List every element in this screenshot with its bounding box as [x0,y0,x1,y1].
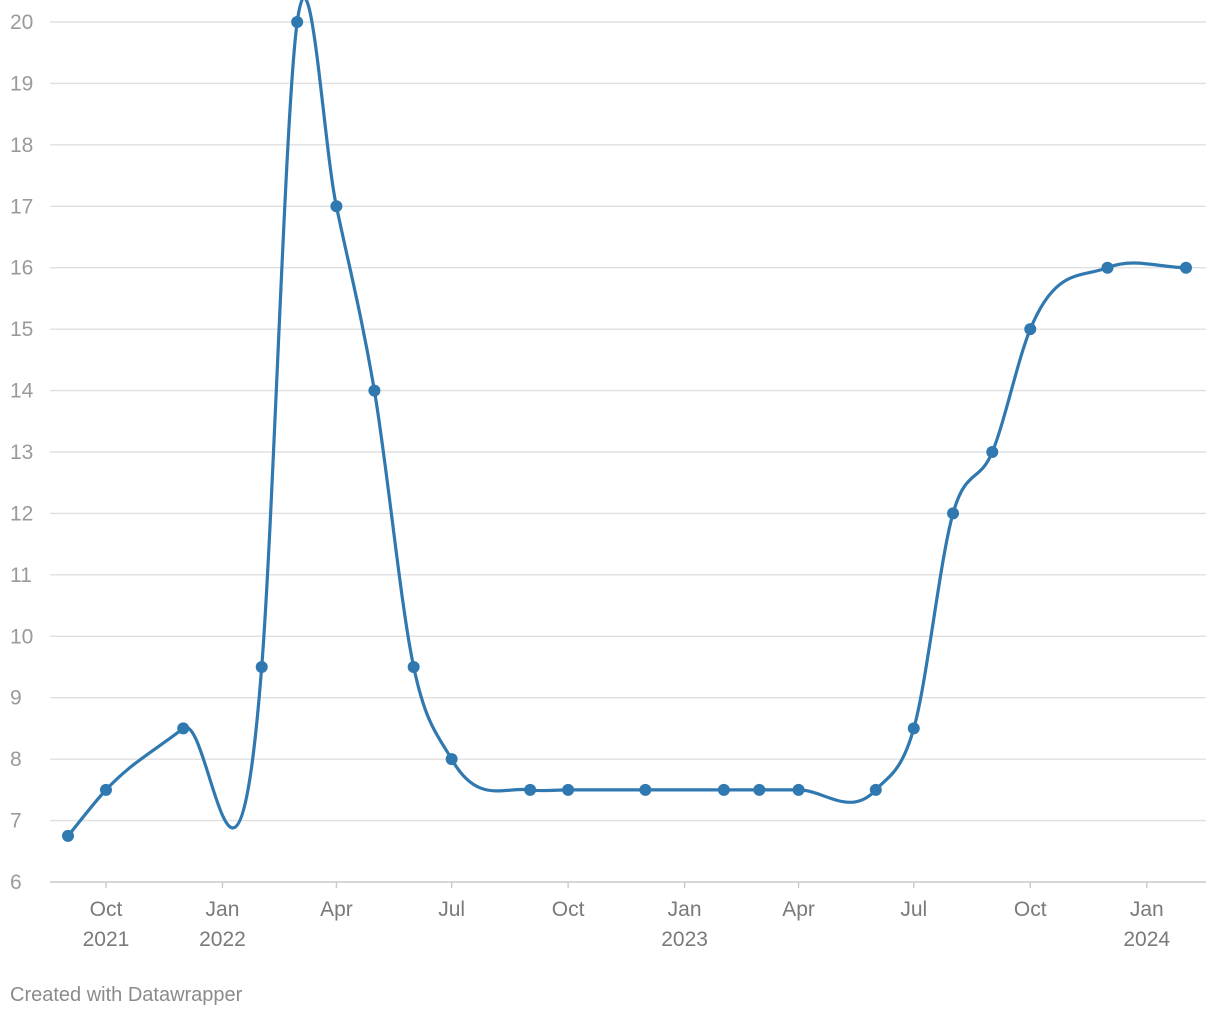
y-tick-label: 17 [10,195,33,218]
x-tick-month: Apr [782,898,815,921]
gridlines [50,21,1206,883]
data-point [717,783,730,796]
data-point [753,783,766,796]
data-point [907,722,920,735]
data-point [947,507,960,520]
y-axis-ticks: 6 7 8 9 10 11 12 13 14 15 16 17 18 19 20 [10,11,34,894]
x-tick-year: 2024 [1123,928,1170,951]
y-tick-label: 7 [10,810,22,833]
y-tick-label: 9 [10,687,22,710]
data-point [177,722,190,735]
data-point [639,783,652,796]
data-point [524,783,537,796]
y-tick-label: 13 [10,441,33,464]
data-point [99,783,112,796]
y-tick-label: 19 [10,72,33,95]
y-tick-label: 10 [10,625,33,648]
x-tick-month: Jan [668,898,702,921]
y-tick-label: 6 [10,871,22,894]
y-tick-label: 8 [10,748,22,771]
data-point [1101,261,1114,274]
data-point [291,16,304,28]
series-line [66,0,1187,837]
data-points [62,16,1192,842]
y-tick-label: 12 [10,502,33,525]
data-point [562,783,575,796]
x-tick-month: Jan [1130,898,1164,921]
data-point [1024,323,1037,336]
x-tick-month: Jul [900,898,927,921]
y-tick-label: 20 [10,11,33,34]
x-tick-month: Oct [1014,898,1047,921]
data-point [986,446,999,458]
y-tick-label: 15 [10,318,33,341]
y-tick-label: 14 [10,380,34,403]
x-tick-month: Apr [320,898,353,921]
data-point [407,661,420,673]
x-tick-month: Jan [206,898,240,921]
data-point [445,753,458,766]
data-point [62,829,74,842]
x-tick-month: Oct [552,898,585,921]
data-point [869,783,882,796]
x-tick-year: 2023 [661,928,708,951]
x-axis-ticks: Oct 2021 Jan 2022 Apr Jul Oct Jan 2023 Apr Jul Oct J… [83,882,1170,951]
x-tick-year: 2021 [83,928,130,951]
x-tick-month: Jul [438,898,465,921]
credit-text: Created with Datawrapper [10,984,243,1006]
x-tick-month: Oct [90,898,123,921]
data-point [1180,261,1192,274]
y-tick-label: 18 [10,134,33,157]
y-tick-label: 11 [10,564,32,587]
data-point [792,783,805,796]
data-point [255,661,268,673]
data-point [330,200,343,213]
x-tick-year: 2022 [199,928,246,951]
y-tick-label: 16 [10,257,33,280]
data-point [368,384,381,397]
